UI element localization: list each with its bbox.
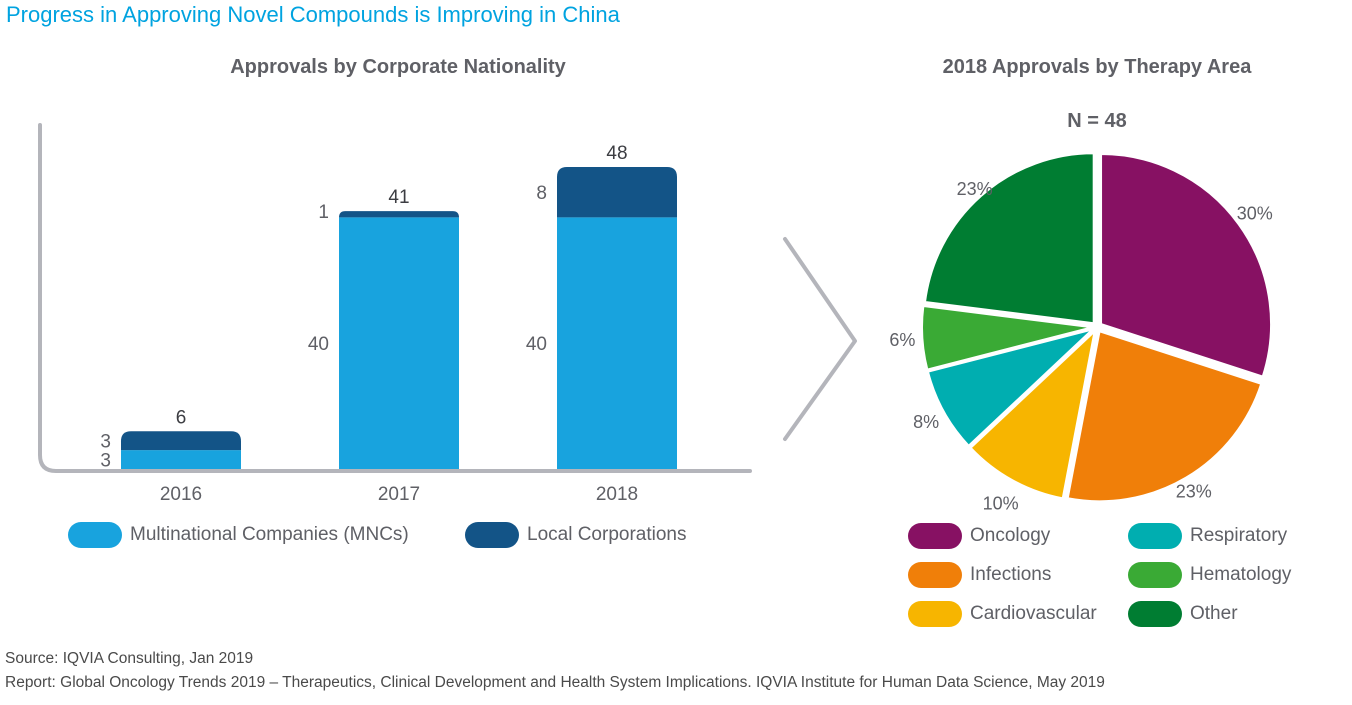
legend-item-oncology: Oncology [908, 523, 1050, 549]
x-tick-label-2018: 2018 [596, 484, 638, 505]
bar-value-label-2017-mnc: 40 [308, 334, 329, 355]
legend-swatch-oncology [908, 523, 962, 549]
pie-slice-respiratory [926, 328, 1094, 447]
legend-item-other: Other [1128, 601, 1238, 627]
x-tick-label-2016: 2016 [160, 484, 202, 505]
legend-swatch-respiratory [1128, 523, 1182, 549]
legend-swatch-local [465, 522, 519, 548]
bar-value-label-2018-local: 8 [536, 183, 547, 204]
chevron-right-icon [783, 237, 857, 441]
pie-value-label-hematology: 6% [889, 330, 915, 350]
bar-2017-local [339, 211, 459, 218]
x-tick-label-2017: 2017 [378, 484, 420, 505]
legend-item-infections: Infections [908, 562, 1051, 588]
footer-source: Source: IQVIA Consulting, Jan 2019 [5, 650, 254, 667]
pie-value-label-respiratory: 8% [913, 412, 939, 432]
pie-slice-infections [1066, 330, 1263, 503]
legend-label-oncology: Oncology [970, 525, 1051, 546]
pie-value-label-other: 23% [957, 179, 993, 199]
bar-total-label-2018: 48 [606, 143, 627, 164]
legend-label-infections: Infections [970, 564, 1052, 585]
legend-swatch-mnc [68, 522, 122, 548]
bar-chart-axis [38, 123, 752, 473]
legend-item-local: Local Corporations [465, 522, 686, 548]
page-title: Progress in Approving Novel Compounds is… [6, 2, 620, 27]
pie-sample-size: N = 48 [1067, 110, 1127, 132]
pie-slice-oncology [1100, 153, 1273, 378]
pie-slice-hematology [921, 305, 1094, 371]
bar-2018-local [557, 167, 677, 218]
legend-label-local: Local Corporations [527, 524, 687, 545]
pie-chart-title: 2018 Approvals by Therapy Area [942, 56, 1252, 78]
bar-value-label-2018-mnc: 40 [526, 334, 547, 355]
legend-swatch-other [1128, 601, 1182, 627]
pie-value-label-infections: 23% [1176, 482, 1212, 502]
legend-label-other: Other [1190, 603, 1238, 624]
bar-2016-local [121, 431, 241, 451]
legend-item-respiratory: Respiratory [1128, 523, 1287, 549]
legend-swatch-infections [908, 562, 962, 588]
bar-total-label-2017: 41 [388, 187, 409, 208]
bar-total-label-2016: 6 [176, 407, 187, 428]
legend-item-cardiovascular: Cardiovascular [908, 601, 1097, 627]
bar-2018-mnc [557, 217, 677, 469]
pie-slice-other [924, 152, 1095, 325]
legend-label-respiratory: Respiratory [1190, 525, 1288, 546]
footer-report: Report: Global Oncology Trends 2019 – Th… [5, 674, 1105, 691]
pie-value-label-oncology: 30% [1237, 203, 1273, 223]
bar-value-label-2017-local: 1 [318, 202, 329, 223]
bar-chart-title: Approvals by Corporate Nationality [230, 56, 566, 78]
bar-value-label-2016-mnc: 3 [100, 451, 111, 472]
bar-value-label-2016-local: 3 [100, 432, 111, 453]
pie-slice-cardiovascular [969, 330, 1096, 500]
bar-2016-mnc [121, 450, 241, 469]
legend-item-mnc: Multinational Companies (MNCs) [68, 522, 409, 548]
bar-2017-mnc [339, 217, 459, 469]
pie-value-label-cardiovascular: 10% [983, 493, 1019, 513]
legend-item-hematology: Hematology [1128, 562, 1291, 588]
legend-swatch-hematology [1128, 562, 1182, 588]
legend-label-cardiovascular: Cardiovascular [970, 603, 1097, 624]
legend-label-hematology: Hematology [1190, 564, 1292, 585]
legend-label-mnc: Multinational Companies (MNCs) [130, 524, 409, 545]
legend-swatch-cardiovascular [908, 601, 962, 627]
